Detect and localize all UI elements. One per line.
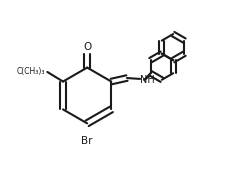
Text: C(CH₃)₃: C(CH₃)₃ bbox=[17, 67, 46, 76]
Text: O: O bbox=[83, 42, 91, 52]
Text: Br: Br bbox=[81, 136, 93, 145]
Text: NH: NH bbox=[140, 75, 155, 85]
